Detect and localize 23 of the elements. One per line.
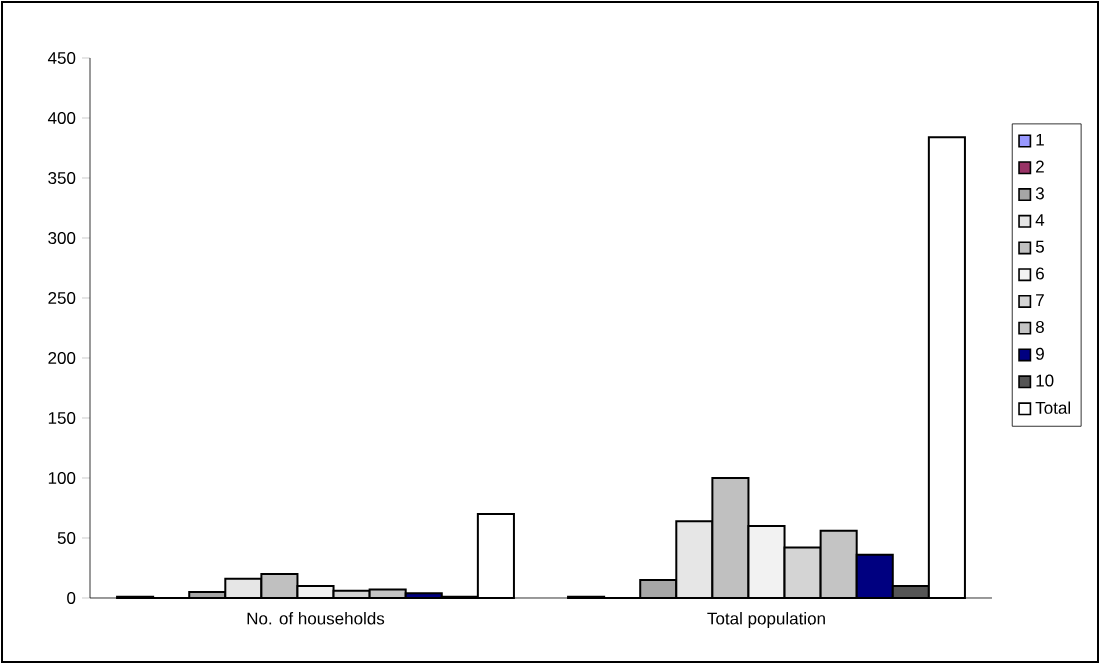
- x-tick-label: No. of households: [247, 612, 385, 625]
- legend-label: 3: [1035, 187, 1044, 200]
- legend-label: 5: [1035, 240, 1044, 253]
- y-tick-label: 150: [48, 411, 76, 424]
- y-tick-label: 300: [48, 231, 76, 244]
- y-tick-label: 0: [67, 591, 76, 604]
- y-tick-label: 400: [47, 111, 76, 125]
- legend-label: Total: [1035, 401, 1070, 414]
- y-tick-label: 50: [57, 531, 76, 544]
- y-tick-label: 250: [48, 291, 76, 304]
- y-tick-label: 350: [48, 171, 76, 185]
- legend-label: 4: [1035, 214, 1045, 226]
- y-tick-label: 100: [48, 471, 76, 484]
- legend-label: 8: [1035, 320, 1044, 333]
- legend-label: 6: [1036, 267, 1044, 280]
- y-tick-label: 450: [47, 52, 76, 65]
- legend-label: 1: [1036, 133, 1044, 146]
- legend-label: 2: [1036, 160, 1044, 173]
- legend-label: 7: [1036, 294, 1044, 306]
- y-tick-label: 200: [48, 351, 76, 364]
- x-tick-label: Total population: [707, 612, 825, 628]
- legend-label: 10: [1036, 374, 1054, 387]
- legend-label: 9: [1036, 347, 1044, 360]
